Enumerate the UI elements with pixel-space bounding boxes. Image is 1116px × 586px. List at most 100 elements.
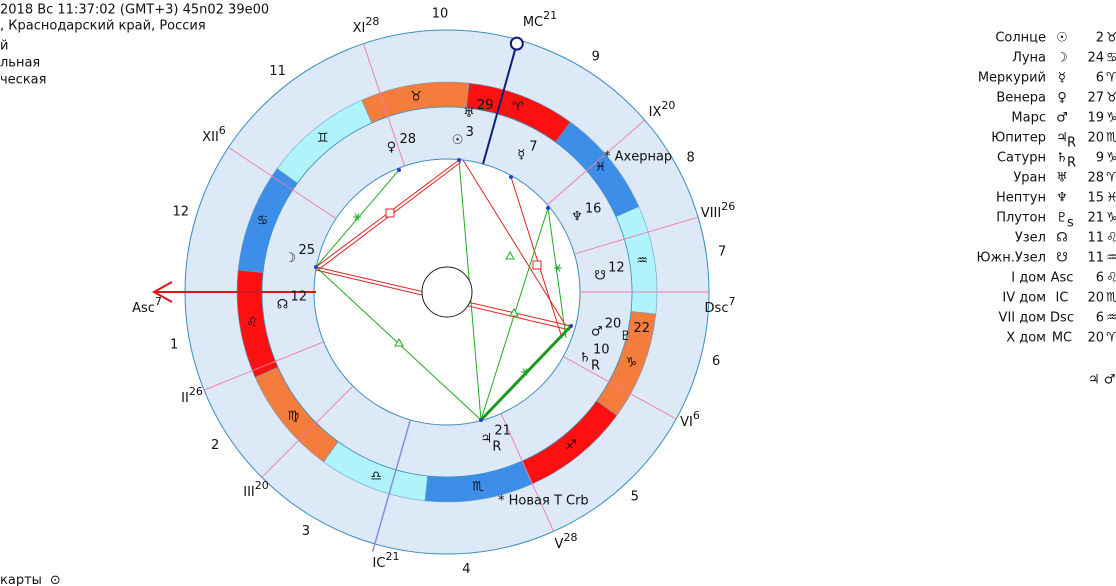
house-number: 10 (432, 7, 449, 22)
cusp-degree: 28 (365, 15, 379, 28)
row-glyph-sub: R (1067, 156, 1076, 171)
row-glyph: MC (1052, 331, 1072, 346)
aspect-sextile (554, 264, 562, 272)
header-line: й (0, 39, 8, 54)
planet-degree: 12 (608, 260, 625, 275)
row-degree: 11 (1087, 251, 1104, 266)
planet-degree: 7 (529, 139, 537, 154)
row-name: Юпитер (991, 131, 1046, 146)
planet-degree: 28 (399, 132, 416, 147)
row-sign: ♏ (1106, 291, 1116, 306)
house-number: 11 (269, 64, 286, 79)
planet-point (397, 168, 401, 172)
planet-retro: R (492, 439, 501, 454)
planet-glyph: ♅ (463, 106, 475, 121)
aspect-trine (505, 250, 515, 260)
house-cusp (500, 413, 554, 532)
cusp-name: MC (523, 15, 543, 30)
row-degree: 20 (1087, 331, 1104, 346)
row-name: Солнце (995, 31, 1046, 46)
zodiac-sign: ♏ (472, 480, 484, 495)
row-sign: ♉ (1106, 91, 1116, 106)
cusp-label: III20 (243, 479, 269, 500)
house-cusp (574, 216, 699, 255)
aspect-square (532, 260, 542, 270)
house-number: 9 (592, 50, 600, 65)
row-degree: 2 (1096, 31, 1104, 46)
row-degree: 28 (1087, 171, 1104, 186)
cusp-label: VI6 (680, 409, 700, 430)
cusp-name: VI (680, 415, 693, 430)
row-name: X дом (1006, 331, 1046, 346)
planet-glyph: ♄ (579, 351, 591, 366)
row-name: I дом (1011, 271, 1046, 286)
row-glyph: ☿ (1058, 71, 1066, 86)
row-glyph: ♅ (1056, 171, 1068, 186)
cusp-label: Dsc7 (705, 295, 736, 316)
house-cusp (261, 385, 354, 478)
cusp-label: MC21 (523, 9, 557, 30)
aspect-trine (394, 337, 404, 347)
row-glyph: ♄ (1056, 151, 1068, 166)
row-degree: 20 (1087, 131, 1104, 146)
aspect-trine (509, 307, 519, 317)
cusp-degree: 6 (219, 124, 226, 137)
house-number: 12 (173, 204, 190, 219)
cusp-label: XII6 (202, 124, 226, 145)
aspect-line (547, 207, 567, 339)
zodiac-sign: ♈ (512, 100, 524, 115)
planet-point (569, 324, 573, 328)
row-glyph: Asc (1051, 271, 1074, 286)
cusp-label: XI28 (353, 15, 380, 36)
row-glyph: ♂ (1056, 111, 1068, 126)
planet-point (457, 158, 461, 162)
row-name: Меркурий (978, 71, 1046, 86)
planet-point (546, 206, 550, 210)
row-glyph: Dsc (1050, 311, 1074, 326)
planet-degree: 16 (585, 202, 602, 217)
row-sign: ♌ (1106, 231, 1116, 246)
house-number: 3 (302, 524, 310, 539)
row-degree: 27 (1087, 91, 1104, 106)
cusp-degree: 20 (255, 479, 269, 492)
row-sign: ♈ (1106, 71, 1116, 86)
planet-point (479, 418, 483, 422)
planet-glyph: ♂ (591, 325, 603, 340)
row-sign: ♏ (1106, 131, 1116, 146)
header-line: льная (0, 56, 40, 71)
row-glyph: ♃ (1056, 131, 1068, 146)
planet-point (314, 265, 318, 269)
zodiac-sign: ♐ (565, 438, 577, 453)
footer-label: карты (0, 573, 42, 586)
cusp-degree: 21 (543, 9, 557, 22)
planet-retro: R (591, 359, 600, 374)
cusp-degree: 28 (563, 531, 577, 544)
cusp-name: II (181, 391, 189, 406)
center-circle (421, 266, 473, 318)
house-cusp (228, 147, 337, 219)
zodiac-sign: ♓ (595, 160, 607, 175)
cusp-degree: 21 (385, 550, 399, 563)
house-number: 4 (462, 562, 470, 577)
zodiac-sign: ♍ (288, 409, 300, 424)
row-degree: 6 (1096, 311, 1104, 326)
aspect-square (385, 208, 395, 218)
planet-glyph: ☋ (594, 268, 606, 283)
cusp-name: IX (649, 105, 662, 120)
row-name: Луна (1012, 51, 1046, 66)
row-name: VII дом (999, 311, 1046, 326)
row-glyph: ♆ (1056, 191, 1068, 206)
cusp-label: IC21 (373, 550, 400, 571)
cusp-degree: 6 (693, 409, 700, 422)
header-line: 2018 Вс 11:37:02 (GMT+3) 45n02 39e00 (0, 3, 269, 18)
cusp-degree: 26 (189, 385, 203, 398)
row-sign: ♑ (1106, 211, 1116, 226)
planet-degree: 3 (466, 125, 474, 140)
ic-axis (371, 419, 412, 552)
row-glyph: ♇ (1056, 211, 1068, 226)
cusp-label: V28 (555, 531, 578, 552)
row-degree: 19 (1087, 111, 1104, 126)
row-degree: 20 (1087, 291, 1104, 306)
cusp-label: Asc7 (132, 295, 162, 316)
